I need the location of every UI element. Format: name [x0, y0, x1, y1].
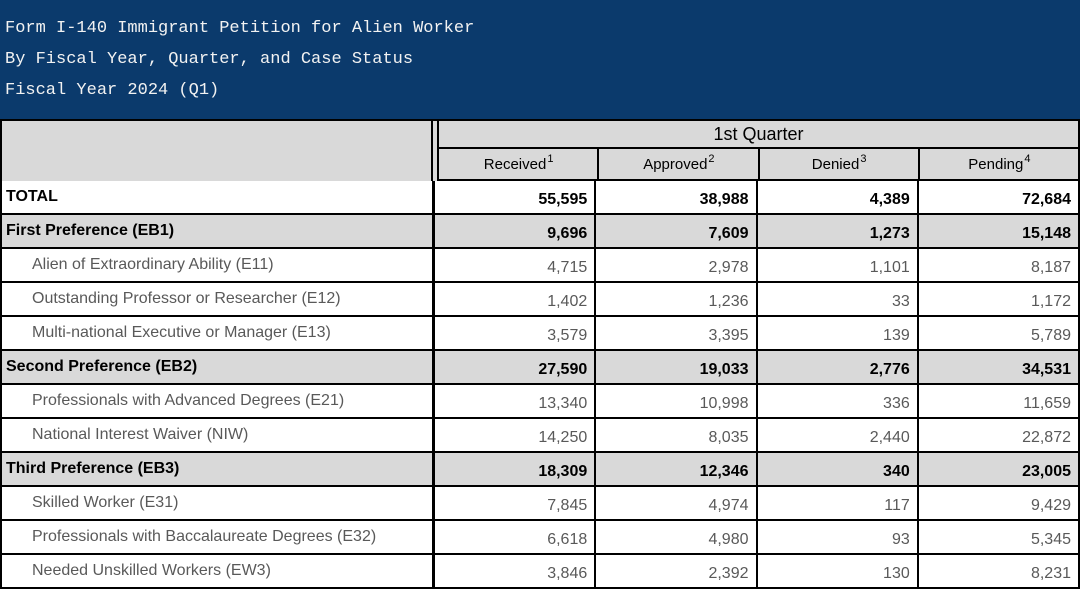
table-row: TOTAL 55,595 38,988 4,389 72,684	[2, 181, 1078, 215]
cell-pending: 5,345	[1030, 531, 1071, 548]
table-row: Outstanding Professor or Researcher (E12…	[2, 283, 1078, 317]
row-label: TOTAL	[2, 181, 435, 213]
data-table: 1st Quarter Received 1 Approved 2 Denied 3 …	[0, 119, 1080, 589]
column-header-label: Received	[483, 155, 547, 173]
row-label: Third Preference (EB3)	[2, 453, 435, 485]
cell-pending: 5,789	[1030, 327, 1071, 344]
row-label: Alien of Extraordinary Ability (E11)	[2, 249, 435, 281]
row-label: Outstanding Professor or Researcher (E12…	[2, 283, 435, 315]
cell-approved: 2,392	[596, 555, 758, 587]
cell-approved: 19,033	[596, 351, 758, 383]
cell-denied: 4,389	[758, 181, 919, 213]
cell-pending: 9,429	[1030, 497, 1071, 514]
cell-approved: 38,988	[596, 181, 758, 213]
cell-denied: 93	[758, 521, 919, 553]
report-title-line2: By Fiscal Year, Quarter, and Case Status	[5, 50, 414, 69]
cell-received: 7,845	[435, 487, 597, 519]
column-header-received: Received 1	[439, 149, 600, 179]
cell-received: 1,402	[435, 283, 597, 315]
table-row: National Interest Waiver (NIW) 14,250 8,…	[2, 419, 1078, 453]
table-row: Multi-national Executive or Manager (E13…	[2, 317, 1078, 351]
cell-received: 6,618	[435, 521, 597, 553]
cell-received: 13,340	[435, 385, 597, 417]
column-header-label: Denied	[811, 155, 860, 173]
table-row: Needed Unskilled Workers (EW3) 3,846 2,3…	[2, 555, 1078, 589]
cell-pending: 8,187	[1030, 259, 1071, 276]
cell-received: 4,715	[435, 249, 597, 281]
cell-pending: 1,172	[1030, 293, 1071, 310]
cell-denied: 117	[758, 487, 919, 519]
row-label: Skilled Worker (E31)	[2, 487, 435, 519]
cell-denied: 130	[758, 555, 919, 587]
column-header-approved: Approved 2	[599, 149, 760, 179]
cell-received: 3,846	[435, 555, 597, 587]
cell-approved: 4,974	[596, 487, 758, 519]
cell-approved: 4,980	[596, 521, 758, 553]
cell-denied: 340	[758, 453, 919, 485]
row-label: Professionals with Advanced Degrees (E21…	[2, 385, 435, 417]
table-row: First Preference (EB1) 9,696 7,609 1,273…	[2, 215, 1078, 249]
table-row: Professionals with Baccalaureate Degrees…	[2, 521, 1078, 555]
row-label: Multi-national Executive or Manager (E13…	[2, 317, 435, 349]
quarter-header-cell: 1st Quarter	[439, 121, 1078, 149]
table-body: TOTAL 55,595 38,988 4,389 72,684 First P…	[2, 181, 1078, 589]
cell-approved: 7,609	[596, 215, 758, 247]
report-title-line1: Form I-140 Immigrant Petition for Alien …	[5, 19, 475, 38]
cell-approved: 1,236	[596, 283, 758, 315]
column-header-denied: Denied 3	[759, 149, 920, 179]
row-label: Professionals with Baccalaureate Degrees…	[2, 521, 435, 553]
cell-received: 14,250	[435, 419, 597, 451]
table-row: Third Preference (EB3) 18,309 12,346 340…	[2, 453, 1078, 487]
cell-pending: 72,684	[1022, 191, 1071, 208]
row-label: Needed Unskilled Workers (EW3)	[2, 555, 435, 587]
cell-approved: 3,395	[596, 317, 758, 349]
cell-pending: 23,005	[1022, 463, 1071, 480]
cell-denied: 2,776	[758, 351, 919, 383]
cell-received: 27,590	[435, 351, 597, 383]
cell-denied: 139	[758, 317, 919, 349]
cell-pending: 22,872	[1022, 429, 1071, 446]
cell-pending: 15,148	[1022, 225, 1071, 242]
table-row: Alien of Extraordinary Ability (E11) 4,7…	[2, 249, 1078, 283]
header-right-block: 1st Quarter Received 1 Approved 2 Denied 3 …	[437, 121, 1078, 181]
cell-pending: 34,531	[1022, 361, 1071, 378]
cell-received: 18,309	[435, 453, 597, 485]
table-row: Professionals with Advanced Degrees (E21…	[2, 385, 1078, 419]
row-label: Second Preference (EB2)	[2, 351, 435, 383]
cell-approved: 2,978	[596, 249, 758, 281]
cell-received: 9,696	[435, 215, 597, 247]
table-row: Skilled Worker (E31) 7,845 4,974 117 9,4…	[2, 487, 1078, 521]
report-title-line3: Fiscal Year 2024 (Q1)	[5, 81, 220, 100]
cell-approved: 12,346	[596, 453, 758, 485]
cell-received: 3,579	[435, 317, 597, 349]
cell-approved: 10,998	[596, 385, 758, 417]
header-gap	[433, 121, 437, 181]
cell-denied: 336	[758, 385, 919, 417]
row-label: First Preference (EB1)	[2, 215, 435, 247]
row-label: National Interest Waiver (NIW)	[2, 419, 435, 451]
title-band: Form I-140 Immigrant Petition for Alien …	[0, 0, 1080, 119]
column-header-label: Pending	[968, 155, 1024, 173]
cell-denied: 1,101	[758, 249, 919, 281]
cell-denied: 2,440	[758, 419, 919, 451]
column-header-row: Received 1 Approved 2 Denied 3 Pending 4	[439, 149, 1078, 181]
cell-received: 55,595	[435, 181, 597, 213]
corner-cell	[2, 121, 433, 181]
cell-approved: 8,035	[596, 419, 758, 451]
cell-pending: 8,231	[1030, 565, 1071, 582]
column-header-pending: Pending 4	[919, 149, 1078, 179]
cell-denied: 33	[758, 283, 919, 315]
cell-pending: 11,659	[1023, 395, 1071, 412]
column-header-label: Approved	[643, 155, 708, 173]
cell-denied: 1,273	[758, 215, 919, 247]
table-header: 1st Quarter Received 1 Approved 2 Denied 3 …	[2, 121, 1078, 181]
table-row: Second Preference (EB2) 27,590 19,033 2,…	[2, 351, 1078, 385]
